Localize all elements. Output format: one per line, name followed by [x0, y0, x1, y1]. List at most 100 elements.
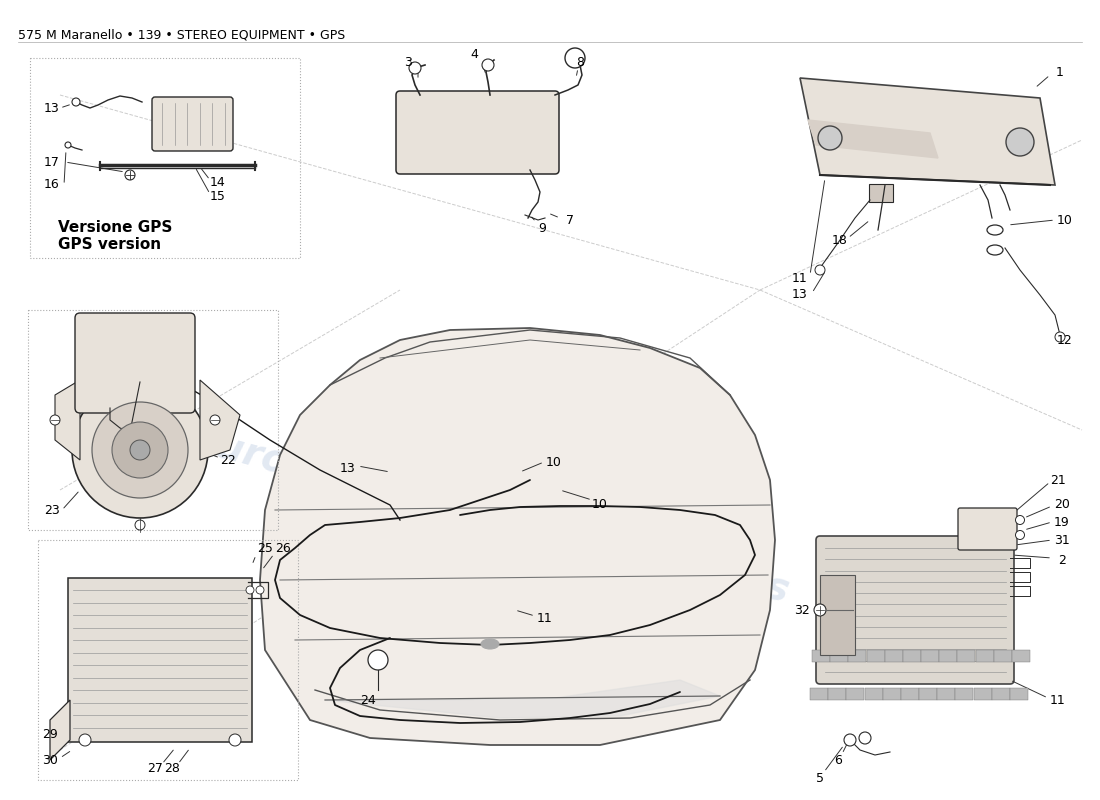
Circle shape	[859, 732, 871, 744]
Text: 9: 9	[538, 222, 546, 234]
Circle shape	[229, 734, 241, 746]
Text: 26: 26	[275, 542, 290, 554]
Text: 28: 28	[164, 762, 180, 774]
Text: 16: 16	[44, 178, 59, 191]
Text: 2: 2	[1058, 554, 1066, 566]
Text: 13: 13	[340, 462, 356, 474]
Text: 5: 5	[816, 771, 824, 785]
Circle shape	[1015, 530, 1024, 539]
Bar	[867, 650, 884, 662]
Bar	[901, 688, 918, 700]
Circle shape	[844, 734, 856, 746]
Bar	[848, 650, 867, 662]
Text: 10: 10	[1057, 214, 1072, 226]
Circle shape	[565, 48, 585, 68]
Text: 11: 11	[537, 611, 553, 625]
FancyBboxPatch shape	[68, 578, 252, 742]
Text: 575 M Maranello • 139 • STEREO EQUIPMENT • GPS: 575 M Maranello • 139 • STEREO EQUIPMENT…	[18, 28, 345, 41]
Circle shape	[92, 402, 188, 498]
Text: 3: 3	[404, 55, 411, 69]
Text: 32: 32	[794, 603, 810, 617]
Bar	[992, 688, 1010, 700]
Bar	[993, 650, 1012, 662]
Text: 23: 23	[44, 503, 59, 517]
Bar	[1010, 688, 1028, 700]
Text: 31: 31	[1054, 534, 1070, 546]
Text: 14: 14	[210, 175, 225, 189]
Circle shape	[246, 586, 254, 594]
Text: eurospares: eurospares	[547, 510, 793, 610]
Polygon shape	[55, 380, 80, 460]
Circle shape	[135, 520, 145, 530]
Text: 25: 25	[257, 542, 273, 554]
Text: 13: 13	[792, 289, 807, 302]
Text: 6: 6	[834, 754, 842, 766]
Text: 19: 19	[1054, 515, 1070, 529]
Circle shape	[130, 440, 150, 460]
Circle shape	[814, 604, 826, 616]
Circle shape	[815, 265, 825, 275]
Ellipse shape	[987, 245, 1003, 255]
Bar	[956, 688, 974, 700]
Circle shape	[72, 98, 80, 106]
Polygon shape	[800, 78, 1055, 185]
Text: 8: 8	[576, 55, 584, 69]
Bar	[976, 650, 993, 662]
Text: 27: 27	[147, 762, 163, 774]
Bar	[865, 688, 882, 700]
Text: 29: 29	[42, 729, 58, 742]
FancyBboxPatch shape	[396, 91, 559, 174]
Bar	[920, 688, 937, 700]
FancyBboxPatch shape	[869, 184, 893, 202]
Circle shape	[50, 415, 60, 425]
Text: Versione GPS
GPS version: Versione GPS GPS version	[58, 220, 173, 253]
Bar	[812, 650, 830, 662]
Bar	[903, 650, 921, 662]
Text: 10: 10	[592, 498, 608, 511]
FancyBboxPatch shape	[816, 536, 1014, 684]
Bar	[820, 575, 855, 655]
Polygon shape	[260, 328, 776, 745]
Text: 24: 24	[360, 694, 376, 706]
Text: 13: 13	[44, 102, 59, 114]
Text: 11: 11	[792, 271, 807, 285]
Text: 12: 12	[1057, 334, 1072, 346]
FancyBboxPatch shape	[958, 508, 1018, 550]
Text: 22: 22	[220, 454, 235, 466]
Bar	[884, 650, 903, 662]
Ellipse shape	[987, 225, 1003, 235]
Bar	[921, 650, 939, 662]
Text: 11: 11	[1050, 694, 1066, 706]
Circle shape	[818, 126, 842, 150]
Bar	[1012, 650, 1030, 662]
Text: 15: 15	[210, 190, 225, 202]
Bar	[846, 688, 865, 700]
Circle shape	[256, 586, 264, 594]
Polygon shape	[200, 380, 240, 460]
FancyBboxPatch shape	[75, 313, 195, 413]
Circle shape	[482, 59, 494, 71]
Text: 18: 18	[832, 234, 848, 246]
Polygon shape	[808, 120, 938, 158]
Text: eurospares: eurospares	[186, 420, 433, 520]
Bar	[882, 688, 901, 700]
Bar	[828, 688, 846, 700]
Ellipse shape	[481, 639, 499, 649]
Circle shape	[112, 422, 168, 478]
FancyBboxPatch shape	[152, 97, 233, 151]
Circle shape	[72, 382, 208, 518]
Text: 17: 17	[44, 155, 59, 169]
Polygon shape	[50, 700, 70, 760]
Bar	[810, 688, 828, 700]
Bar	[939, 650, 957, 662]
Polygon shape	[324, 680, 720, 718]
Text: 21: 21	[1050, 474, 1066, 486]
Circle shape	[79, 734, 91, 746]
Circle shape	[1055, 332, 1065, 342]
Circle shape	[1015, 515, 1024, 525]
Text: 7: 7	[566, 214, 574, 226]
Circle shape	[65, 142, 72, 148]
Bar	[974, 688, 991, 700]
Text: 20: 20	[1054, 498, 1070, 511]
Circle shape	[409, 62, 421, 74]
